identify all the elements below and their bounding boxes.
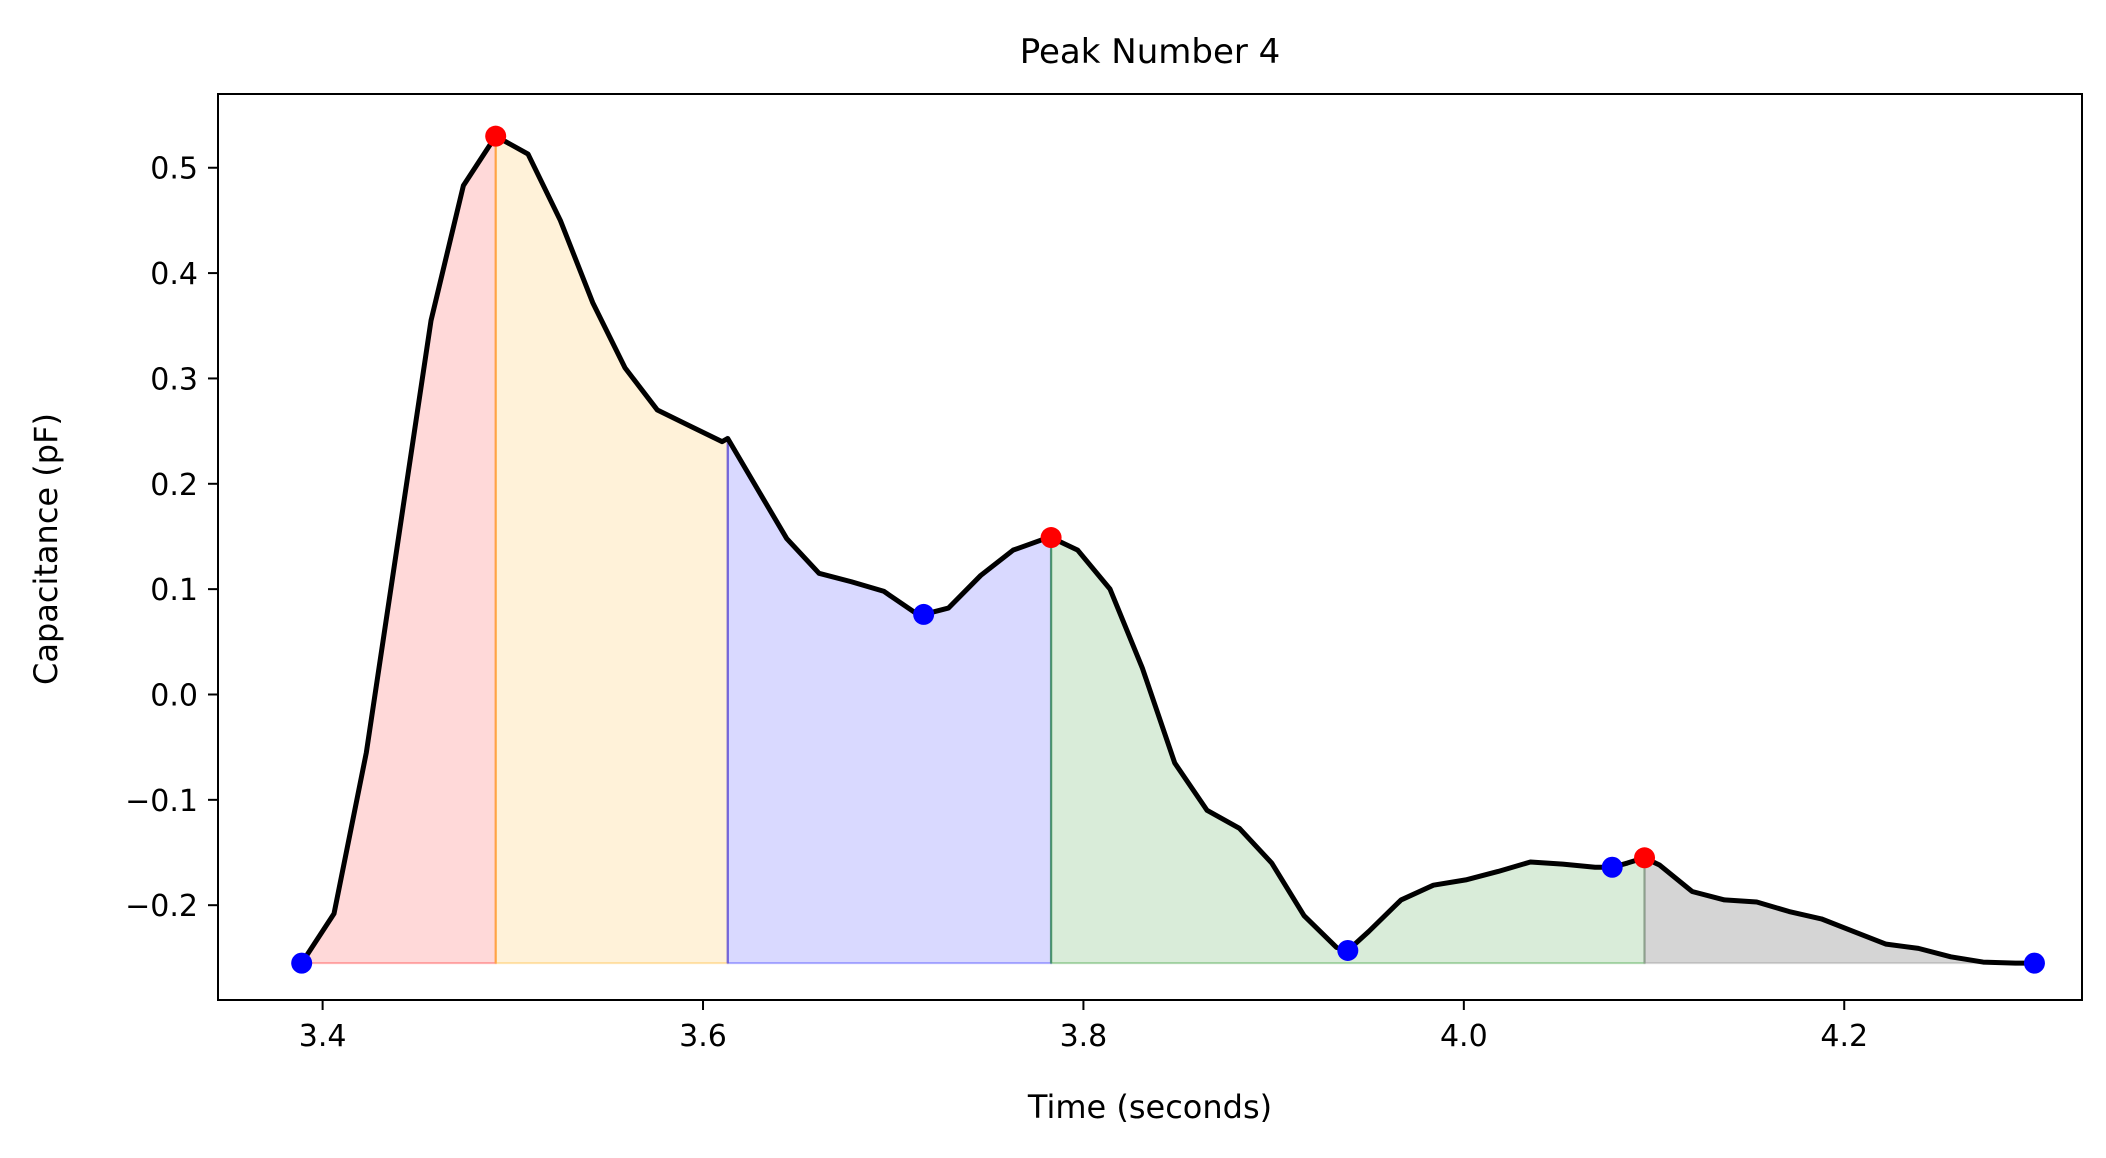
y-axis-ticks: −0.2 −0.1 0.0 0.1 0.2 0.3 0.4 0.5 <box>125 152 218 924</box>
x-tick-label: 3.4 <box>299 1019 347 1054</box>
y-tick-label: 0.2 <box>150 468 198 503</box>
y-tick-label: −0.2 <box>125 889 198 924</box>
region-fill-4 <box>1050 535 1646 965</box>
peak-point-1 <box>485 125 507 147</box>
x-tick-label: 3.8 <box>1060 1019 1108 1054</box>
x-tick-label: 3.6 <box>679 1019 727 1054</box>
x-axis-ticks: 3.4 3.6 3.8 4.0 4.2 <box>299 1000 1868 1054</box>
peak-point-2 <box>1040 527 1062 549</box>
y-axis-label: Capacitance (pF) <box>27 413 65 685</box>
y-tick-label: −0.1 <box>125 784 198 819</box>
y-tick-label: 0.5 <box>150 152 198 187</box>
y-tick-label: 0.3 <box>150 362 198 397</box>
signal-line <box>299 133 2035 966</box>
marker-points <box>291 125 2045 974</box>
chart-title: Peak Number 4 <box>1020 32 1281 72</box>
boundary-point-5 <box>2023 952 2045 974</box>
region-fill-5 <box>1643 856 2035 965</box>
region-fill-2 <box>494 134 729 965</box>
signal-line-group <box>299 133 2035 966</box>
y-tick-label: 0.1 <box>150 573 198 608</box>
peak-point-3 <box>1634 847 1656 869</box>
x-axis-label: Time (seconds) <box>1027 1088 1272 1126</box>
x-tick-label: 4.2 <box>1820 1019 1868 1054</box>
boundary-point-2 <box>913 603 935 625</box>
boundary-point-1 <box>291 952 313 974</box>
boundary-point-4 <box>1601 856 1623 878</box>
region-dividers <box>494 136 1646 964</box>
region-fills <box>299 132 2035 965</box>
plot-frame <box>217 93 2083 1001</box>
y-tick-label: 0.0 <box>150 678 198 713</box>
y-tick-label: 0.4 <box>150 257 198 292</box>
x-tick-label: 4.0 <box>1440 1019 1488 1054</box>
boundary-point-3 <box>1337 939 1359 961</box>
